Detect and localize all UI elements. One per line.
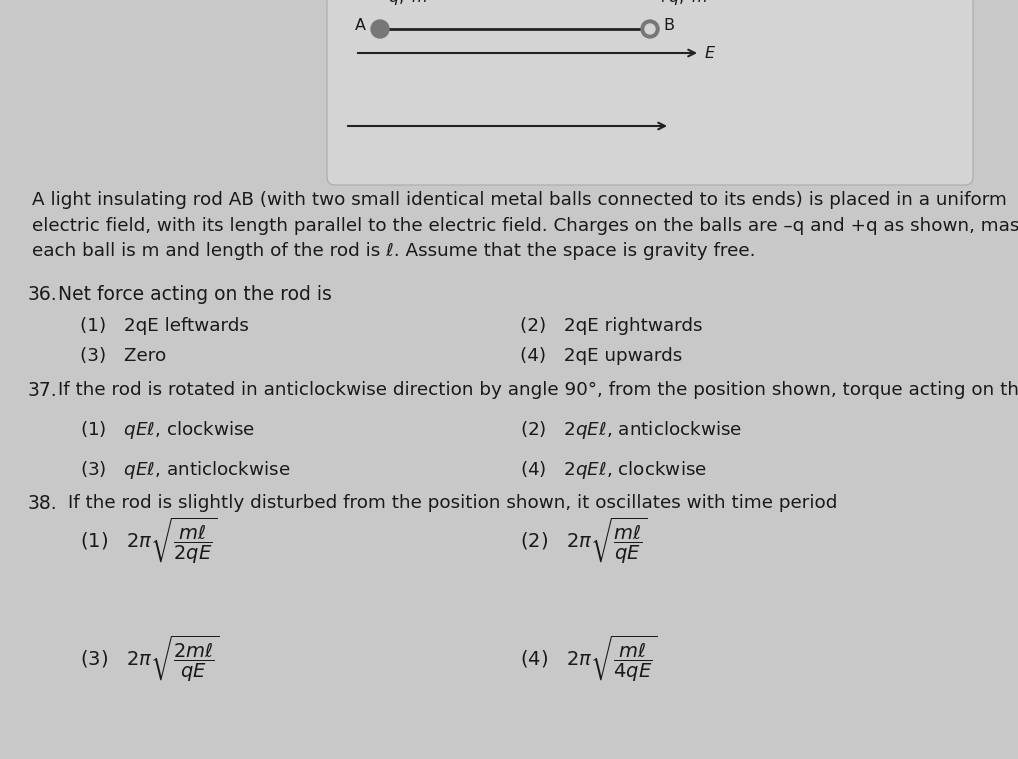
Text: A: A xyxy=(355,18,366,33)
Text: (4)   $2\pi\sqrt{\dfrac{m\ell}{4qE}}$: (4) $2\pi\sqrt{\dfrac{m\ell}{4qE}}$ xyxy=(520,634,658,684)
Text: $\ell$: $\ell$ xyxy=(511,0,519,1)
Text: (1)   $qE\ell$, clockwise: (1) $qE\ell$, clockwise xyxy=(80,419,256,441)
Text: If the rod is slightly disturbed from the position shown, it oscillates with tim: If the rod is slightly disturbed from th… xyxy=(68,494,838,512)
Text: (4)   $2qE\ell$, clockwise: (4) $2qE\ell$, clockwise xyxy=(520,459,706,481)
Text: B: B xyxy=(663,18,674,33)
Circle shape xyxy=(371,20,389,38)
Text: (2)   $2qE\ell$, anticlockwise: (2) $2qE\ell$, anticlockwise xyxy=(520,419,742,441)
Text: (2)   $2\pi\sqrt{\dfrac{m\ell}{qE}}$: (2) $2\pi\sqrt{\dfrac{m\ell}{qE}}$ xyxy=(520,516,647,566)
Text: (4)   2qE upwards: (4) 2qE upwards xyxy=(520,347,682,365)
Text: $-q,\ m$: $-q,\ m$ xyxy=(375,0,429,7)
Text: (1)   2qE leftwards: (1) 2qE leftwards xyxy=(80,317,248,335)
Text: 37.: 37. xyxy=(29,381,58,400)
Text: $+q,\ m$: $+q,\ m$ xyxy=(655,0,709,7)
FancyBboxPatch shape xyxy=(327,0,973,185)
Text: (2)   2qE rightwards: (2) 2qE rightwards xyxy=(520,317,702,335)
Text: If the rod is rotated in anticlockwise direction by angle 90°, from the position: If the rod is rotated in anticlockwise d… xyxy=(58,381,1018,399)
Text: (3)   $qE\ell$, anticlockwise: (3) $qE\ell$, anticlockwise xyxy=(80,459,290,481)
Text: E: E xyxy=(705,46,715,61)
Circle shape xyxy=(645,24,655,34)
Text: (3)   Zero: (3) Zero xyxy=(80,347,166,365)
Text: (3)   $2\pi\sqrt{\dfrac{2m\ell}{qE}}$: (3) $2\pi\sqrt{\dfrac{2m\ell}{qE}}$ xyxy=(80,634,219,684)
Text: A light insulating rod AB (with two small identical metal balls connected to its: A light insulating rod AB (with two smal… xyxy=(32,191,1018,260)
Text: 36.: 36. xyxy=(29,285,58,304)
Text: Net force acting on the rod is: Net force acting on the rod is xyxy=(58,285,332,304)
Text: (1)   $2\pi\sqrt{\dfrac{m\ell}{2qE}}$: (1) $2\pi\sqrt{\dfrac{m\ell}{2qE}}$ xyxy=(80,516,217,566)
Text: 38.: 38. xyxy=(29,494,58,513)
Circle shape xyxy=(641,20,659,38)
